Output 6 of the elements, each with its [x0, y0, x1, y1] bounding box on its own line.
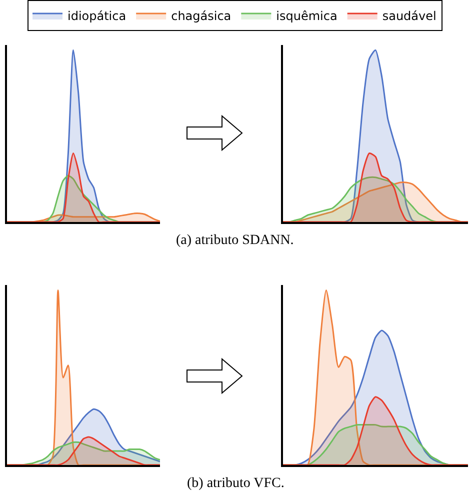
legend-label: isquêmica	[276, 9, 338, 24]
legend-label: saudável	[382, 9, 436, 24]
legend-label: idiopática	[68, 9, 126, 24]
text: (a) atributo SDANN.	[176, 233, 294, 248]
text: (b) atributo VFC.	[187, 476, 284, 491]
legend-label: chagásica	[171, 9, 232, 24]
